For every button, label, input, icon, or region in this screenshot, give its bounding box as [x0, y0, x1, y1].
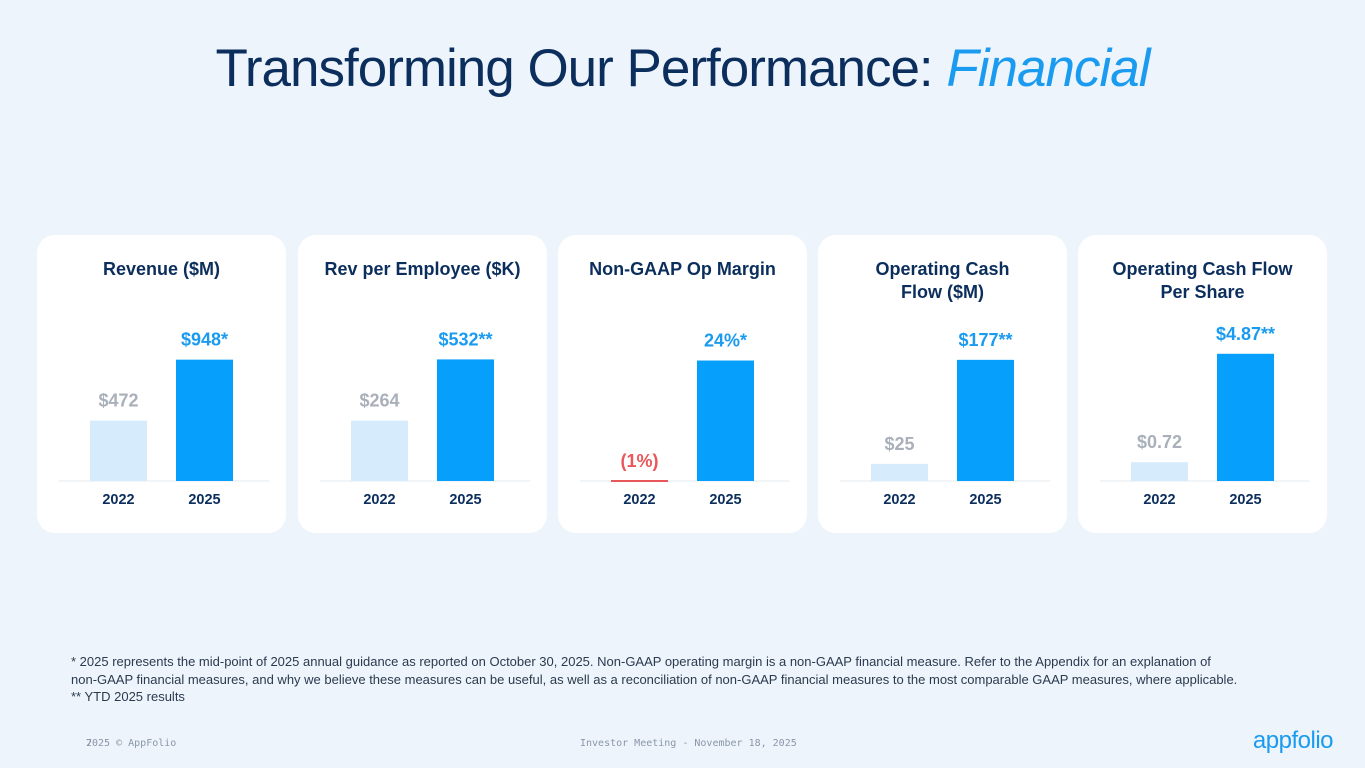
- tick-label-2022: 2022: [102, 492, 134, 508]
- card-title-operating-cash-flow: Operating Cash Flow ($M): [875, 259, 1010, 302]
- data-label-2022: $472: [98, 391, 138, 411]
- card-ocf-per-share: Operating Cash Flow Per Share $0.72 2022 $4…: [1078, 235, 1327, 533]
- bar-2025: [1217, 353, 1274, 481]
- page-number: 7: [86, 738, 93, 749]
- title-accent: Financial: [946, 39, 1150, 98]
- page-title: Transforming Our Performance: Financial: [0, 38, 1365, 99]
- appfolio-logo: appfolio: [1252, 727, 1334, 754]
- card-title-op-margin: Non-GAAP Op Margin: [589, 259, 776, 279]
- bar-2025: [437, 359, 494, 481]
- card-title-rev-per-employee: Rev per Employee ($K): [324, 259, 521, 279]
- footer-copyright: 2025 © AppFolio: [86, 738, 177, 749]
- footer-event: Investor Meeting - November 18, 2025: [580, 738, 797, 749]
- footnote-line-1: * 2025 represents the mid-point of 2025 …: [71, 654, 1211, 669]
- bar-2022: [871, 463, 928, 481]
- chart-rev-per-employee: $264 2022 $532** 2025: [320, 329, 530, 508]
- title-main: Transforming Our Performance:: [215, 39, 947, 98]
- data-label-2025: $4.87**: [1216, 324, 1275, 344]
- chart-revenue: $472 2022 $948* 2025: [59, 330, 269, 508]
- chart-ocf-per-share: $0.72 2022 $4.87** 2025: [1100, 324, 1310, 508]
- data-label-2025: $532**: [438, 329, 492, 349]
- chart-op-margin: (1%) 2022 24%* 2025: [580, 331, 790, 508]
- tick-label-2025: 2025: [188, 492, 220, 508]
- card-title-ocf-per-share: Operating Cash Flow Per Share: [1112, 259, 1293, 302]
- data-label-2025: $948*: [181, 330, 228, 350]
- footnote: * 2025 represents the mid-point of 2025 …: [71, 653, 1291, 706]
- data-label-2025: 24%*: [704, 331, 747, 351]
- tick-label-2025: 2025: [1229, 492, 1261, 508]
- footnote-line-2: non-GAAP financial measures, and why we …: [71, 671, 1238, 687]
- data-label-2022: (1%): [620, 451, 658, 471]
- card-rev-per-employee: Rev per Employee ($K) $264 2022 $532** 2025: [298, 235, 547, 533]
- chart-operating-cash-flow: $25 2022 $177** 2025: [840, 330, 1050, 508]
- data-label-2022: $0.72: [1137, 432, 1182, 452]
- tick-label-2022: 2022: [363, 492, 395, 508]
- bar-2022: [611, 480, 668, 482]
- bar-2025: [957, 359, 1014, 481]
- tick-label-2022: 2022: [623, 492, 655, 508]
- card-title-revenue: Revenue ($M): [102, 259, 221, 279]
- card-revenue: Revenue ($M) $472 2022 $948* 2025: [37, 235, 286, 533]
- data-label-2025: $177**: [958, 330, 1012, 350]
- tick-label-2022: 2022: [1143, 492, 1175, 508]
- tick-label-2025: 2025: [709, 492, 741, 508]
- bar-2025: [697, 360, 754, 481]
- tick-label-2025: 2025: [969, 492, 1001, 508]
- data-label-2022: $25: [884, 434, 914, 454]
- bar-2022: [90, 420, 147, 481]
- footnote-line-3: ** YTD 2025 results: [71, 689, 185, 704]
- card-operating-cash-flow: Operating Cash Flow ($M) $25 2022 $177** 202…: [818, 235, 1067, 533]
- bar-2022: [1131, 462, 1188, 481]
- bar-2025: [176, 359, 233, 481]
- data-label-2022: $264: [359, 391, 399, 411]
- tick-label-2025: 2025: [449, 492, 481, 508]
- card-op-margin: Non-GAAP Op Margin (1%) 2022 24%* 2025: [558, 235, 807, 533]
- tick-label-2022: 2022: [883, 492, 915, 508]
- bar-2022: [351, 420, 408, 481]
